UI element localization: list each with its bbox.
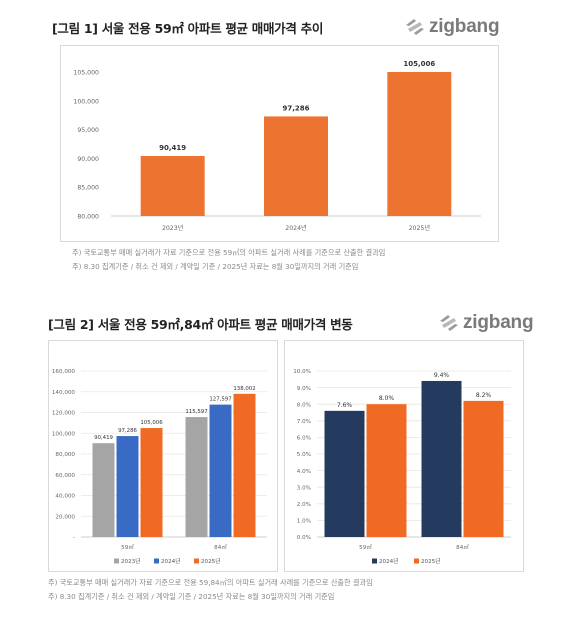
y-tick-label: 60,000 — [55, 473, 75, 479]
y-tick-label: 160,000 — [52, 369, 76, 375]
data-label: 127,597 — [209, 397, 231, 403]
legend-swatch — [114, 558, 119, 564]
y-tick-label: 100,000 — [52, 431, 76, 437]
y-tick-label: 2.0% — [297, 502, 311, 508]
y-tick-label: 3.0% — [297, 485, 311, 491]
figure2-note-2: 주) 8.30 집계기준 / 취소 건 제외 / 계약일 기준 / 2025년 … — [48, 592, 335, 601]
data-label: 97,286 — [118, 428, 137, 434]
figure2-notes: 주) 국토교통부 매매 실거래가 자료 기준으로 전용 59,84㎡의 아파트 … — [48, 576, 373, 604]
y-tick-label: 80,000 — [77, 214, 99, 221]
data-label: 138,002 — [233, 386, 255, 392]
data-label: 90,419 — [94, 435, 113, 441]
legend-label: 2024년 — [379, 557, 398, 565]
data-label: 105,006 — [403, 60, 435, 68]
y-tick-label: 105,000 — [73, 70, 99, 77]
y-tick-label: 120,000 — [52, 411, 76, 417]
figure1-note-2: 주) 8.30 집계기준 / 취소 건 제외 / 계약일 기준 / 2025년 … — [72, 262, 359, 271]
figure2-logo-text: zigbang — [463, 312, 534, 333]
bar — [116, 436, 139, 537]
x-tick-label: 2023년 — [162, 224, 184, 232]
data-label: 90,419 — [159, 144, 186, 152]
y-tick-label: 1.0% — [297, 519, 311, 525]
figure2-title: [그림 2] 서울 전용 59㎡,84㎡ 아파트 평균 매매가격 변동 — [48, 317, 353, 332]
bar — [140, 155, 205, 216]
data-label: 7.6% — [337, 402, 353, 409]
y-tick-label: 7.0% — [297, 419, 311, 425]
figure2-note-1: 주) 국토교통부 매매 실거래가 자료 기준으로 전용 59,84㎡의 아파트 … — [48, 578, 373, 587]
data-label: 105,006 — [140, 420, 163, 426]
bar — [421, 380, 462, 537]
y-tick-label: 100,000 — [73, 98, 99, 105]
y-tick-label: 20,000 — [55, 514, 75, 520]
y-tick-label: 10.0% — [293, 369, 311, 375]
bar — [463, 400, 504, 537]
data-label: 9.4% — [434, 372, 450, 379]
bar — [185, 417, 208, 537]
zigbang-logo-icon — [440, 315, 458, 331]
y-tick-label: 5.0% — [297, 452, 311, 458]
figure1-chart-panel: 80,000 85,000 90,000 95,000 100,000 105,000 90… — [60, 45, 499, 242]
figure1-logo: zigbang — [404, 16, 500, 38]
figure1-note-1: 주) 국토교통부 매매 실거래가 자료 기준으로 전용 59㎡의 아파트 실거래… — [72, 248, 386, 257]
bar — [324, 410, 365, 537]
x-tick-label: 2024년 — [285, 224, 307, 232]
y-tick-label: 0.0% — [297, 535, 311, 541]
x-tick-label: 2025년 — [409, 224, 431, 232]
x-tick-label: 84㎡ — [456, 543, 469, 551]
y-tick-label: 6.0% — [297, 436, 311, 442]
legend-label: 2025년 — [421, 557, 440, 565]
legend-swatch — [194, 558, 199, 564]
bar — [387, 71, 452, 216]
data-label: 8.2% — [476, 392, 492, 399]
figure1-chart: 80,000 85,000 90,000 95,000 100,000 105,000 90… — [73, 60, 481, 232]
y-tick-label: 140,000 — [52, 390, 76, 396]
figure1-notes: 주) 국토교통부 매매 실거래가 자료 기준으로 전용 59㎡의 아파트 실거래… — [72, 246, 385, 274]
x-tick-label: 84㎡ — [214, 543, 227, 551]
legend-label: 2023년 — [121, 557, 140, 565]
legend-swatch — [372, 558, 377, 564]
bar — [233, 393, 256, 537]
figure2-rate-chart-panel: 0.0% 1.0% 2.0% 3.0% 4.0% 5.0% 6.0% 7.0% 8.0% 9.0%… — [284, 340, 524, 572]
bar — [264, 116, 328, 216]
figure1-title: [그림 1] 서울 전용 59㎡ 아파트 평균 매매가격 추이 — [52, 21, 324, 36]
legend-swatch — [154, 558, 159, 564]
figure1-logo-text: zigbang — [429, 16, 500, 37]
data-label: 97,286 — [282, 104, 309, 112]
figure2-price-chart: - 20,000 40,000 60,000 80,000 100,000 120,000 1… — [52, 369, 267, 565]
data-label: 8.0% — [379, 395, 395, 402]
y-tick-label: 80,000 — [55, 452, 75, 458]
y-tick-label: 9.0% — [297, 386, 311, 392]
y-tick-label: 4.0% — [297, 469, 311, 475]
legend-label: 2024년 — [161, 557, 180, 565]
y-tick-label: 90,000 — [77, 156, 99, 163]
x-tick-label: 59㎡ — [121, 543, 134, 551]
figure2-price-chart-panel: - 20,000 40,000 60,000 80,000 100,000 120,000 1… — [48, 340, 278, 572]
y-tick-label: 85,000 — [77, 185, 99, 192]
figure2-logo: zigbang — [438, 312, 534, 334]
bar — [209, 404, 232, 537]
y-tick-label: 95,000 — [77, 127, 99, 134]
y-tick-label: - — [73, 535, 75, 541]
zigbang-logo-icon — [406, 19, 424, 35]
legend-label: 2025년 — [201, 557, 220, 565]
y-tick-label: 8.0% — [297, 402, 311, 408]
bar — [366, 404, 407, 537]
bar — [92, 443, 115, 537]
y-tick-label: 40,000 — [55, 494, 75, 500]
legend-swatch — [414, 558, 419, 564]
x-tick-label: 59㎡ — [359, 543, 372, 551]
data-label: 115,597 — [185, 409, 207, 415]
figure2-rate-chart: 0.0% 1.0% 2.0% 3.0% 4.0% 5.0% 6.0% 7.0% 8.0% 9.0%… — [293, 369, 511, 565]
bar — [140, 428, 163, 537]
